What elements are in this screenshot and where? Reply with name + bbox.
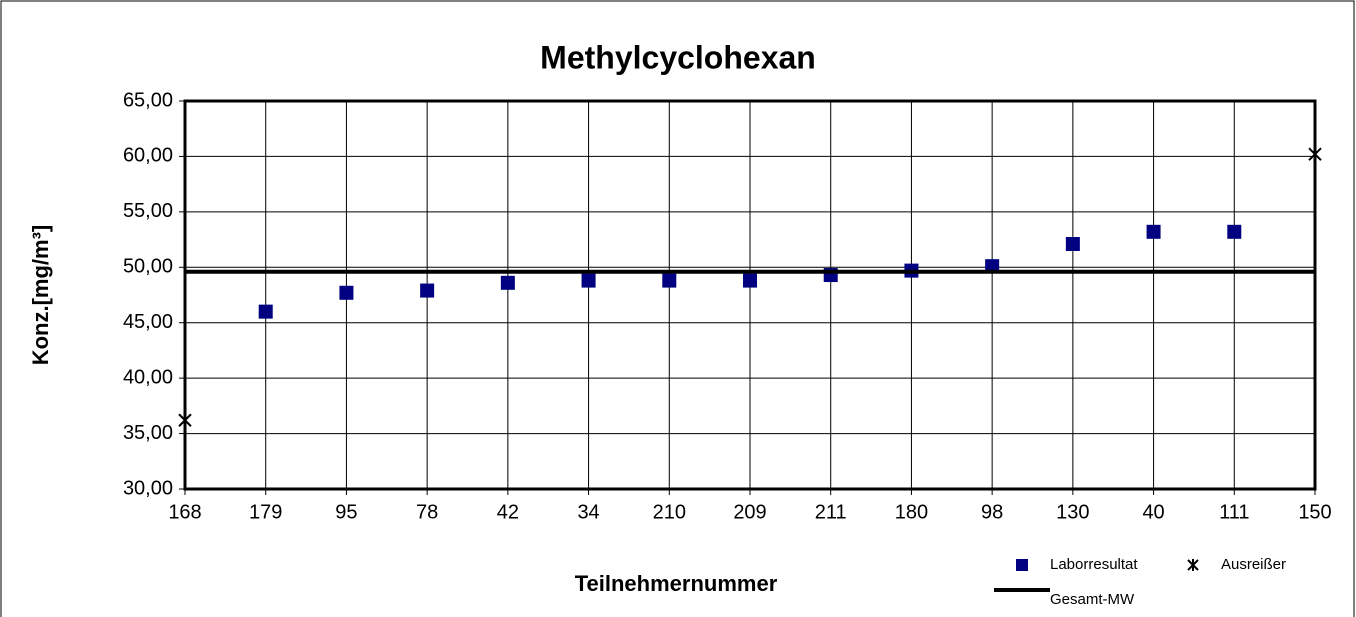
chart-title: Methylcyclohexan <box>540 39 816 75</box>
x-tick-label: 34 <box>577 501 599 523</box>
data-point <box>1227 224 1242 239</box>
y-tick-label: 40,00 <box>123 366 173 388</box>
y-tick-label: 60,00 <box>123 145 173 167</box>
data-point <box>500 275 515 290</box>
x-tick-label: 78 <box>416 501 438 523</box>
y-tick-label: 30,00 <box>123 477 173 499</box>
x-tick-label: 150 <box>1298 501 1331 523</box>
data-point <box>339 285 354 300</box>
legend-label: Ausreißer <box>1221 556 1286 573</box>
data-point <box>1146 224 1161 239</box>
x-tick-label: 210 <box>653 501 686 523</box>
legend-marker <box>1016 559 1028 571</box>
x-tick-label: 180 <box>895 501 928 523</box>
x-tick-label: 40 <box>1142 501 1164 523</box>
x-tick-label: 111 <box>1219 501 1249 523</box>
y-axis-label: Konz.[mg/m³] <box>28 225 53 366</box>
x-tick-label: 168 <box>168 501 201 523</box>
data-point <box>581 273 596 288</box>
y-tick-label: 35,00 <box>123 422 173 444</box>
x-tick-label: 209 <box>733 501 766 523</box>
data-point <box>420 283 435 298</box>
data-point <box>743 273 757 288</box>
data-point <box>662 273 677 288</box>
x-tick-label: 211 <box>815 501 847 523</box>
legend-marker <box>1187 559 1199 571</box>
y-tick-label: 45,00 <box>123 311 173 333</box>
x-tick-label: 179 <box>249 501 282 523</box>
outlier-point <box>1308 147 1322 162</box>
y-tick-label: 65,00 <box>123 89 173 111</box>
data-point <box>985 259 1000 274</box>
plot-border <box>183 99 1317 491</box>
outlier-point <box>178 413 192 428</box>
x-tick-label: 98 <box>981 501 1003 523</box>
legend-label: Laborresultat <box>1050 556 1138 573</box>
x-tick-label: 130 <box>1056 501 1089 523</box>
legend-label: Gesamt-MW <box>1050 591 1135 608</box>
x-tick-label: 95 <box>335 501 357 523</box>
y-tick-label: 50,00 <box>123 256 173 278</box>
y-tick-label: 55,00 <box>123 200 173 222</box>
data-point <box>258 304 273 319</box>
x-tick-label: 42 <box>497 501 519 523</box>
x-axis-label: Teilnehmernummer <box>575 571 778 596</box>
data-point <box>1065 237 1080 252</box>
